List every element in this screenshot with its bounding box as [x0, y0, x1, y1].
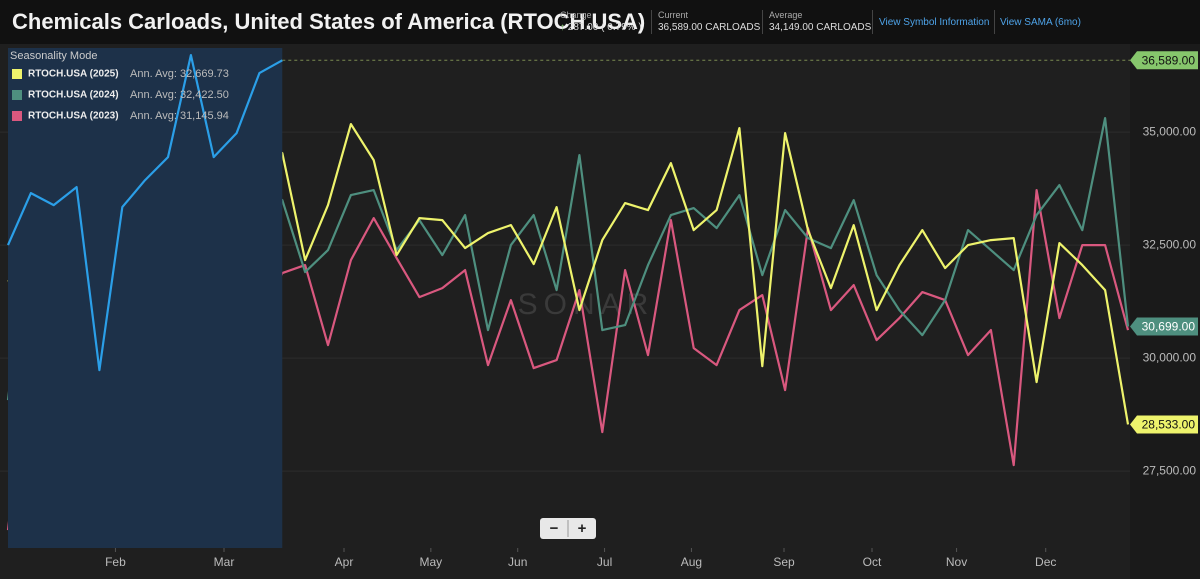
- price-tag: [1130, 51, 1198, 70]
- zoom-in[interactable]: +: [578, 520, 587, 537]
- average-label: Average: [769, 10, 803, 20]
- x-tick-label: Apr: [335, 555, 354, 569]
- legend-swatch: [12, 90, 22, 100]
- x-tick-label: May: [420, 555, 443, 569]
- legend-swatch: [12, 111, 22, 121]
- x-tick-label: Oct: [863, 555, 882, 569]
- price-tag-label: 28,533.00: [1142, 418, 1196, 432]
- legend-label: RTOCH.USA (2025): [28, 69, 119, 80]
- current: 36,589.00 CARLOADS: [658, 22, 761, 33]
- price-tag-label: 36,589.00: [1142, 53, 1196, 67]
- legend-annotation: Ann. Avg: 31,145.94: [130, 110, 229, 122]
- x-tick-label: Feb: [105, 555, 126, 569]
- x-tick-label: Dec: [1035, 555, 1056, 569]
- x-tick-label: Jun: [508, 555, 527, 569]
- legend-label: RTOCH.USA (2024): [28, 90, 119, 101]
- x-tick-label: Aug: [681, 555, 702, 569]
- series-line: [6, 54, 283, 372]
- separator: [762, 10, 763, 34]
- change-value: 287.00 ( 0.79% ): [567, 22, 642, 33]
- y-tick-label: 27,500.00: [1143, 463, 1197, 477]
- average: 34,149.00 CARLOADS: [769, 22, 872, 33]
- separator: [872, 10, 873, 34]
- link[interactable]: View Symbol Information: [879, 17, 990, 28]
- price-tag-label: 30,699.00: [1142, 320, 1196, 334]
- mode-toggle[interactable]: Seasonality Mode: [10, 50, 97, 62]
- title: Chemicals Carloads, United States of Ame…: [12, 9, 646, 34]
- axis-bg: [1130, 44, 1200, 579]
- change: ↑ 287.00 ( 0.79% ): [560, 22, 642, 33]
- x-tick-label: Mar: [214, 555, 235, 569]
- x-tick-label: Jul: [597, 555, 612, 569]
- price-tag: [1130, 317, 1198, 336]
- separator: [651, 10, 652, 34]
- price-tag: [1130, 415, 1198, 434]
- zoom-out[interactable]: −: [550, 520, 559, 537]
- y-tick-label: 30,000.00: [1143, 350, 1197, 364]
- separator: [994, 10, 995, 34]
- x-tick-label: Sep: [773, 555, 795, 569]
- y-tick-label: 35,000.00: [1143, 124, 1197, 138]
- legend-annotation: Ann. Avg: 32,422.50: [130, 89, 229, 101]
- legend-swatch: [12, 69, 22, 79]
- header: Chemicals Carloads, United States of Ame…: [0, 0, 1200, 44]
- change-label: Change: [560, 10, 592, 20]
- legend-label: RTOCH.USA (2023): [28, 111, 119, 122]
- y-tick-label: 32,500.00: [1143, 237, 1197, 251]
- link[interactable]: View SAMA (6mo): [1000, 17, 1081, 28]
- current-label: Current: [658, 10, 689, 20]
- legend-annotation: Ann. Avg: 32,669.73: [130, 68, 229, 80]
- x-tick-label: Nov: [946, 555, 967, 569]
